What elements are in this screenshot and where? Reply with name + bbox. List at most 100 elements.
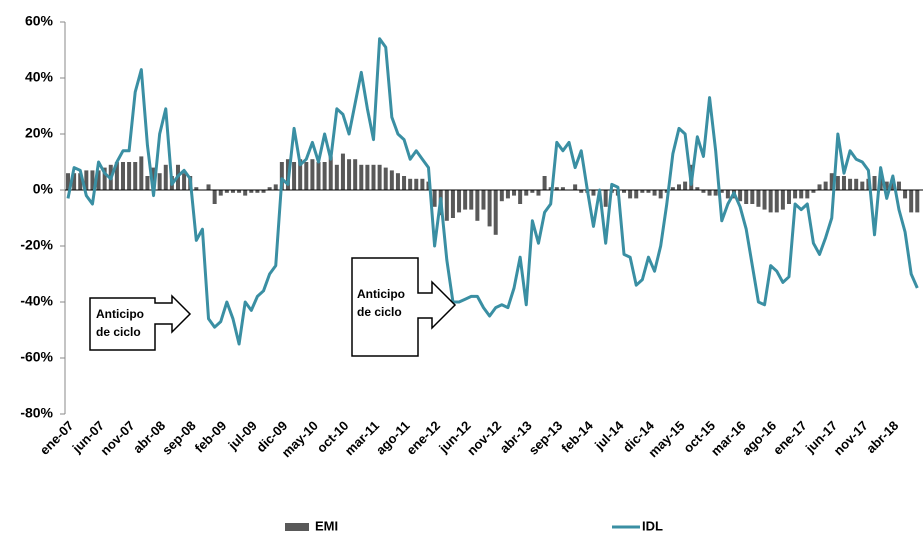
bar — [463, 190, 468, 210]
bar — [658, 190, 663, 199]
bar — [695, 187, 700, 190]
bar — [713, 190, 718, 196]
bar — [151, 167, 156, 190]
bar — [872, 176, 877, 190]
bar — [848, 178, 853, 190]
bar — [909, 190, 914, 213]
bar — [652, 190, 657, 196]
x-tick-label: sep-08 — [159, 418, 199, 458]
bar — [725, 190, 730, 199]
bar — [395, 173, 400, 190]
bar — [487, 190, 492, 227]
bar — [457, 190, 462, 213]
bar — [359, 164, 364, 190]
bar — [536, 190, 541, 196]
bar — [542, 176, 547, 190]
bar — [823, 181, 828, 190]
legend-label: IDL — [642, 518, 663, 533]
bar — [224, 190, 229, 193]
bar — [310, 159, 315, 190]
y-tick-label: 20% — [25, 125, 54, 141]
bar — [84, 170, 89, 190]
callout-arrow — [351, 257, 457, 357]
bar — [414, 178, 419, 190]
annotation-line: Anticipo — [96, 307, 144, 321]
bar — [628, 190, 633, 199]
bar — [66, 173, 70, 190]
bar — [145, 176, 150, 190]
bar — [292, 162, 297, 190]
bar — [579, 190, 584, 193]
legend-label: EMI — [315, 518, 338, 533]
bar — [273, 184, 278, 190]
bar — [377, 164, 382, 190]
bar — [267, 187, 272, 190]
x-tick-label: feb-09 — [192, 418, 230, 456]
bar — [860, 181, 865, 190]
bar — [450, 190, 455, 218]
bar — [298, 159, 303, 190]
bar — [96, 170, 101, 190]
bar — [640, 190, 645, 193]
x-tick-label: ene-12 — [403, 418, 443, 458]
y-tick-label: 0% — [33, 181, 54, 197]
bar — [780, 190, 785, 210]
x-tick-label: mar-16 — [708, 418, 749, 459]
bar — [347, 159, 352, 190]
bar — [163, 164, 168, 190]
bar — [334, 164, 339, 190]
bar — [750, 190, 755, 204]
bar — [762, 190, 767, 210]
bar — [622, 190, 627, 193]
bar — [475, 190, 480, 221]
x-tick-label: ene-07 — [37, 418, 77, 458]
x-tick-label: nov-12 — [464, 418, 504, 458]
bar — [243, 190, 248, 196]
bar — [890, 178, 895, 190]
bar — [670, 187, 675, 190]
bar — [841, 176, 846, 190]
bar — [634, 190, 639, 199]
bar — [78, 173, 83, 190]
bar — [835, 176, 840, 190]
x-tick-label: sep-13 — [526, 418, 566, 458]
bar — [903, 190, 908, 199]
bar — [701, 190, 706, 193]
bar — [212, 190, 217, 204]
bar — [518, 190, 523, 204]
bar — [249, 190, 254, 193]
annotation-line: de ciclo — [357, 305, 402, 319]
bar — [102, 167, 107, 190]
legend-swatch — [285, 523, 309, 531]
bar — [768, 190, 773, 213]
bar — [304, 162, 309, 190]
bar — [664, 190, 669, 193]
plot: -80%-60%-40%-20%0%20%40%60%ene-07jun-07n… — [20, 13, 923, 533]
bar — [738, 190, 743, 202]
bar — [683, 181, 688, 190]
bar — [114, 162, 119, 190]
bar — [591, 190, 596, 196]
annotation-line: Anticipo — [357, 287, 405, 301]
annotation-line: de ciclo — [96, 325, 141, 339]
bar — [261, 190, 266, 193]
bar — [371, 164, 376, 190]
bar — [915, 190, 920, 213]
bar — [218, 190, 223, 196]
bar — [365, 164, 370, 190]
bar — [420, 178, 425, 190]
bar — [548, 187, 553, 190]
bar — [383, 167, 388, 190]
bar — [230, 190, 235, 193]
x-tick-label: feb-14 — [558, 417, 596, 455]
bar — [316, 162, 321, 190]
x-tick-label: ene-17 — [770, 418, 810, 458]
x-tick-label: nov-07 — [97, 418, 137, 458]
bar — [524, 190, 529, 196]
bar — [817, 184, 822, 190]
bar — [646, 190, 651, 193]
x-tick-label: nov-17 — [831, 418, 871, 458]
bar — [884, 181, 889, 190]
bar — [499, 190, 504, 202]
y-tick-label: -20% — [20, 237, 53, 253]
